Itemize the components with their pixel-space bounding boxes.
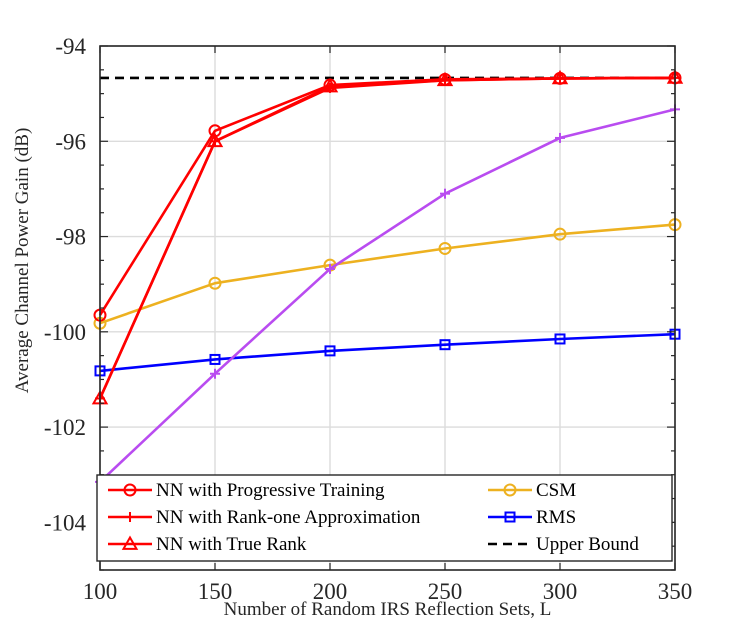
legend-label: CSM	[536, 480, 576, 501]
series-4	[93, 218, 682, 330]
y-tick-label: -104	[44, 510, 87, 535]
legend-label: RMS	[536, 507, 576, 528]
triangle-marker	[121, 535, 139, 550]
series-line	[99, 223, 676, 325]
triangle-marker	[551, 69, 569, 85]
x-tick-label: 350	[658, 579, 693, 604]
series-layer	[91, 69, 684, 487]
legend-box	[96, 474, 673, 562]
legend-label: NN with Progressive Training	[156, 480, 385, 501]
square-marker	[324, 345, 336, 357]
square-marker	[209, 353, 221, 365]
legend-entry: NN with Progressive Training	[108, 480, 385, 501]
y-tick-label: -100	[44, 320, 86, 345]
legend-entry: NN with Rank-one Approximation	[108, 507, 421, 528]
legend: NN with Progressive Training NN with Rank…	[96, 474, 673, 562]
y-tick-label: -94	[55, 34, 86, 59]
legend-entry: Upper Bound	[488, 534, 639, 555]
series-5	[94, 328, 681, 377]
triangle-marker	[206, 132, 224, 148]
x-tick-label: 300	[543, 579, 578, 604]
square-marker	[504, 511, 516, 523]
circle-marker	[503, 483, 517, 497]
series-line	[98, 76, 676, 400]
series-1	[95, 72, 680, 404]
x-axis-title: Number of Random IRS Reflection Sets, L	[224, 599, 552, 620]
legend-label: NN with Rank-one Approximation	[156, 507, 421, 528]
series-0	[93, 71, 682, 322]
series-line	[98, 76, 676, 400]
series-2	[91, 69, 684, 405]
legend-entry: RMS	[488, 507, 576, 528]
series-line	[99, 332, 676, 373]
circle-marker	[438, 241, 452, 255]
triangle-marker	[436, 71, 454, 87]
legend-label: Upper Bound	[536, 534, 639, 555]
y-tick-label: -102	[44, 415, 86, 440]
tick-labels: 100 150 200 250 300 350 -104 -102 -100 -98 -96 -94	[44, 34, 692, 604]
x-tick-label: 100	[83, 579, 118, 604]
x-tick-label: 250	[428, 579, 463, 604]
x-tick-label: 150	[198, 579, 233, 604]
series-line	[99, 108, 676, 483]
square-marker	[439, 339, 451, 351]
y-axis-title: Average Channel Power Gain (dB)	[12, 128, 33, 394]
square-marker	[554, 333, 566, 345]
triangle-marker	[321, 77, 339, 93]
legend-entry: NN with True Rank	[108, 534, 307, 555]
y-tick-label: -98	[55, 225, 86, 250]
x-tick-label: 200	[313, 579, 348, 604]
circle-marker	[208, 276, 222, 290]
y-tick-label: -96	[55, 129, 86, 154]
circle-marker	[553, 227, 567, 241]
legend-entry: CSM	[488, 480, 576, 501]
series-line	[98, 76, 676, 316]
legend-label: NN with True Rank	[156, 534, 307, 555]
circle-marker	[123, 483, 137, 497]
